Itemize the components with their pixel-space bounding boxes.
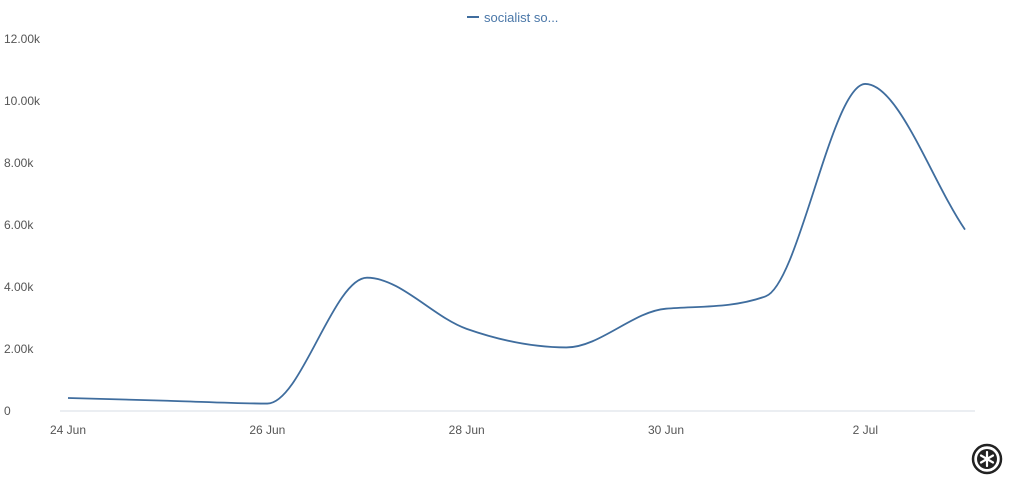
y-tick-label: 12.00k <box>4 32 41 46</box>
x-axis: 24 Jun 26 Jun 28 Jun 30 Jun 2 Jul <box>50 410 975 437</box>
legend-label: socialist so... <box>484 10 558 25</box>
y-tick-label: 6.00k <box>4 218 34 232</box>
data-point[interactable] <box>361 272 373 284</box>
y-tick-label: 8.00k <box>4 156 34 170</box>
series-line[interactable] <box>67 83 966 405</box>
data-point[interactable] <box>560 341 572 353</box>
x-tick-label: 30 Jun <box>648 423 684 437</box>
data-point[interactable] <box>859 78 871 90</box>
y-tick-label: 2.00k <box>4 342 34 356</box>
y-tick-label: 4.00k <box>4 280 34 294</box>
y-tick-label: 0 <box>4 404 11 418</box>
legend[interactable]: socialist so... <box>467 10 558 25</box>
data-point[interactable] <box>760 290 772 302</box>
data-point[interactable] <box>461 323 473 335</box>
data-point[interactable] <box>162 395 174 407</box>
data-point[interactable] <box>261 398 273 410</box>
x-tick-label: 28 Jun <box>449 423 485 437</box>
y-axis: 0 2.00k 4.00k 6.00k 8.00k 10.00k 12.00k <box>4 32 41 418</box>
data-point[interactable] <box>62 392 74 404</box>
asterisk-circle-logo-icon <box>970 442 1004 476</box>
y-tick-label: 10.00k <box>4 94 41 108</box>
data-point[interactable] <box>959 224 971 236</box>
x-tick-label: 26 Jun <box>249 423 285 437</box>
x-tick-label: 2 Jul <box>853 423 878 437</box>
data-point[interactable] <box>660 303 672 315</box>
series-group <box>62 78 971 410</box>
x-tick-label: 24 Jun <box>50 423 86 437</box>
